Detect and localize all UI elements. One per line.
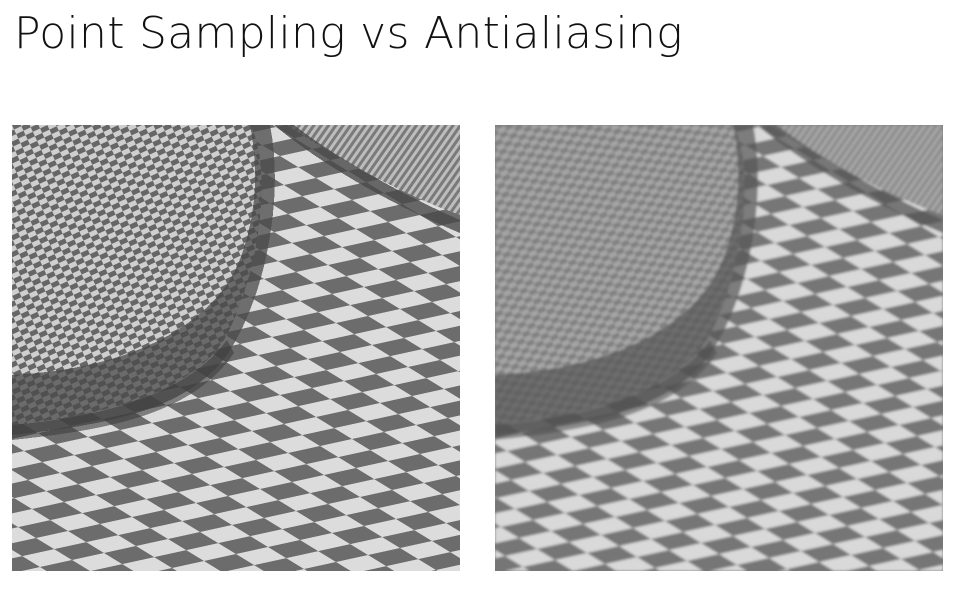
antialiasing-image: [495, 125, 943, 571]
point-sampling-image: [12, 125, 460, 571]
slide-title: Point Sampling vs Antialiasing: [14, 8, 683, 59]
